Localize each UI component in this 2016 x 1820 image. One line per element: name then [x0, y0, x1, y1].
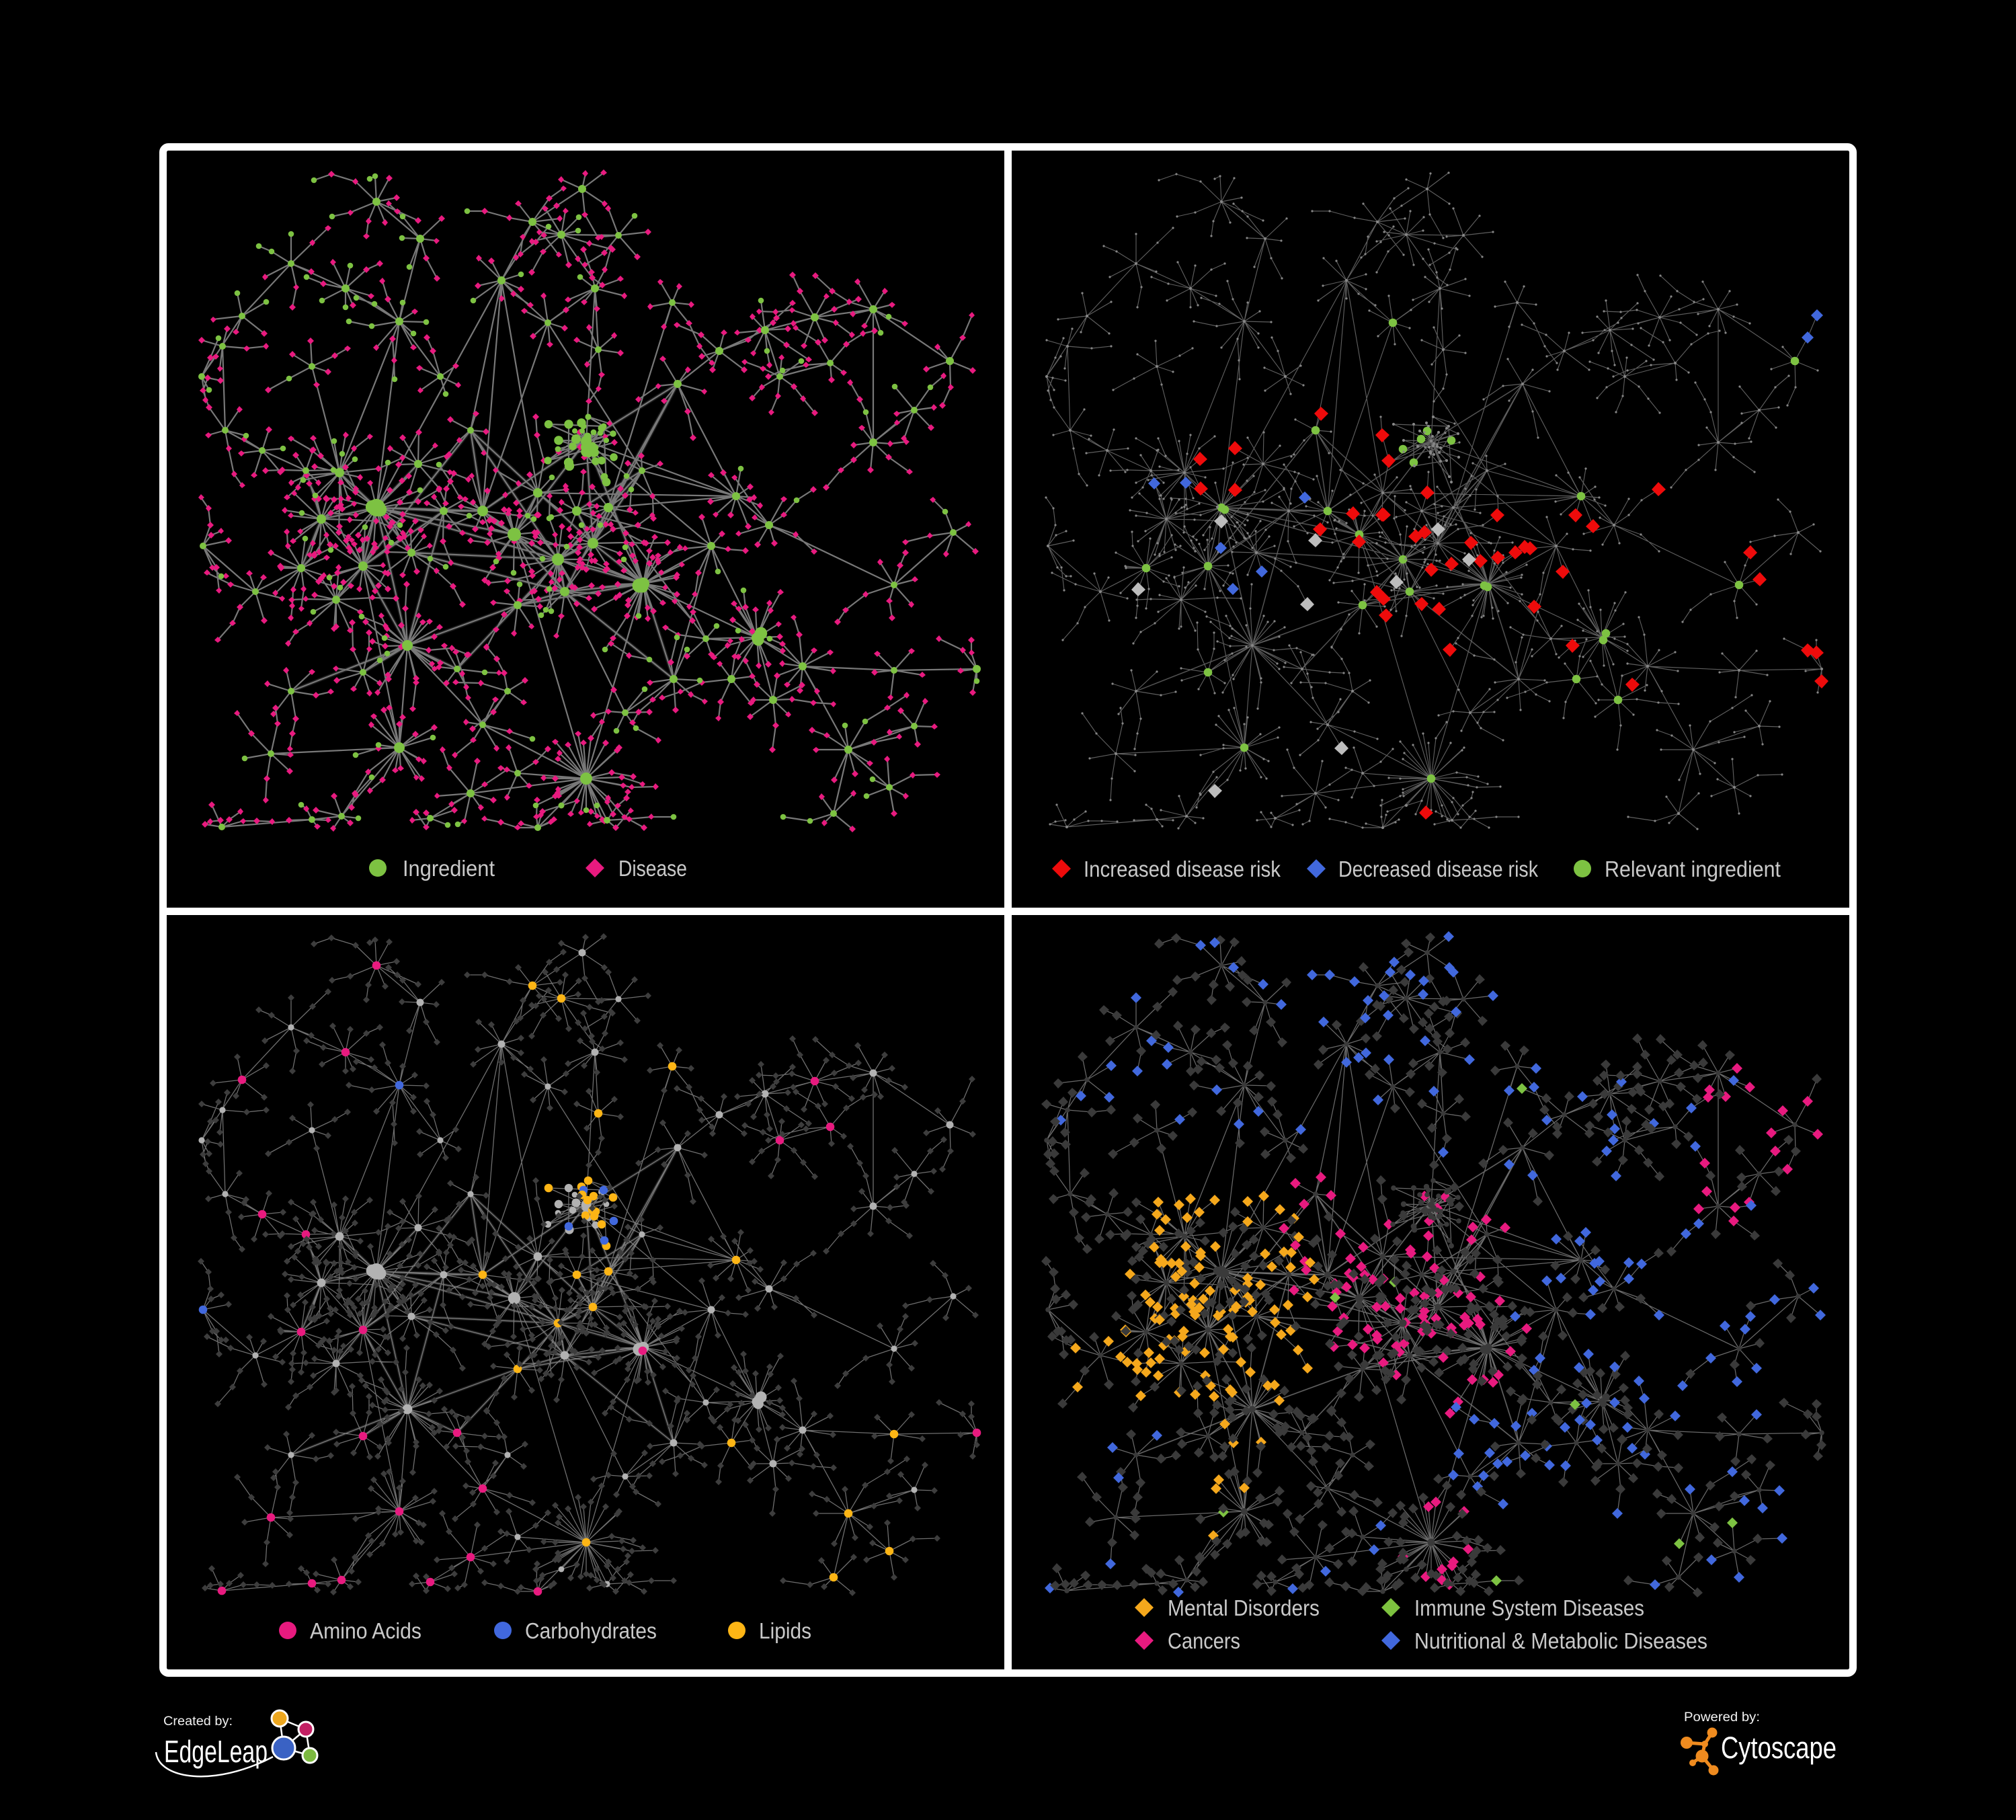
svg-text:Cancers: Cancers: [1168, 1628, 1240, 1653]
svg-text:Nutritional & Metabolic Diseas: Nutritional & Metabolic Diseases: [1414, 1628, 1707, 1653]
svg-text:Created by:: Created by:: [163, 1714, 233, 1729]
svg-text:Relevant ingredient: Relevant ingredient: [1605, 857, 1781, 881]
svg-text:Carbohydrates: Carbohydrates: [525, 1618, 657, 1643]
svg-text:Ingredient: Ingredient: [403, 856, 495, 881]
svg-text:Decreased disease risk: Decreased disease risk: [1338, 857, 1538, 881]
svg-text:Cytoscape: Cytoscape: [1721, 1731, 1837, 1765]
svg-text:Powered by:: Powered by:: [1684, 1710, 1760, 1725]
svg-text:Increased disease risk: Increased disease risk: [1084, 857, 1281, 881]
svg-text:Disease: Disease: [618, 856, 687, 881]
svg-text:Amino Acids: Amino Acids: [310, 1618, 421, 1643]
svg-text:Immune System Diseases: Immune System Diseases: [1414, 1595, 1644, 1620]
svg-text:Lipids: Lipids: [759, 1618, 811, 1643]
svg-text:Mental Disorders: Mental Disorders: [1168, 1595, 1320, 1620]
svg-text:EdgeLeap: EdgeLeap: [164, 1734, 268, 1769]
